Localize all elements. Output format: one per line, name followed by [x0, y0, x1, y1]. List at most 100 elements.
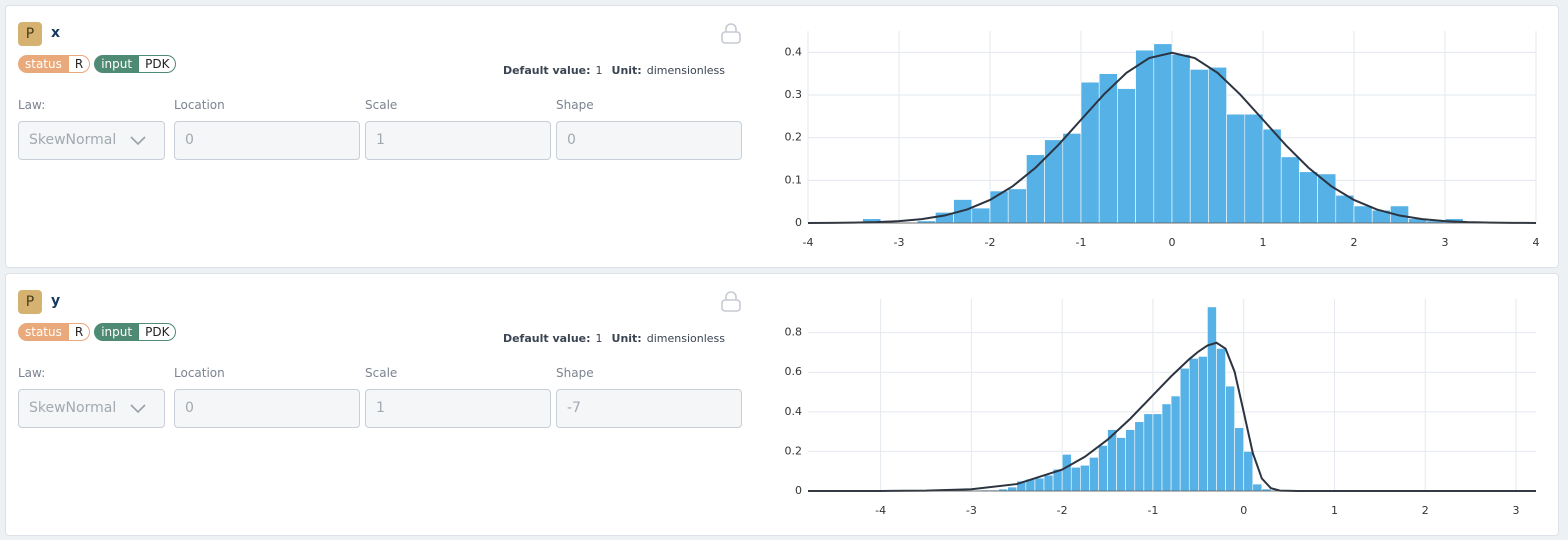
bar — [1153, 43, 1173, 224]
lock-icon[interactable] — [720, 291, 742, 313]
badge: P — [18, 22, 42, 46]
bar — [1117, 88, 1136, 224]
field-input[interactable]: -7 — [556, 389, 742, 428]
x-tick-label: -1 — [1076, 236, 1087, 249]
bar — [1262, 128, 1282, 224]
law-select[interactable]: SkewNormal — [18, 121, 165, 160]
bar — [1244, 113, 1264, 224]
bar — [1125, 429, 1136, 492]
y-tick-label: 0.4 — [785, 45, 803, 58]
unit-label: Unit: — [611, 64, 642, 77]
field-label: Location — [174, 366, 225, 380]
field-label: Scale — [365, 98, 398, 112]
default-row: Default value: 1 Unit: dimensionless — [503, 332, 725, 345]
x-tick-label: 2 — [1422, 504, 1429, 517]
x-tick-label: 0 — [1240, 504, 1247, 517]
default-row: Default value: 1 Unit: dimensionless — [503, 64, 725, 77]
tag-label: status — [18, 323, 69, 341]
bar — [1243, 451, 1254, 492]
field-input[interactable]: 0 — [556, 121, 742, 160]
default-value: 1 — [595, 64, 603, 77]
field-value: 0 — [185, 400, 194, 416]
density-curve — [807, 341, 1536, 492]
field-label: Law: — [18, 98, 46, 112]
lock-shackle — [725, 23, 737, 32]
field-input[interactable]: 0 — [174, 121, 360, 160]
bar — [1089, 457, 1099, 492]
bar — [1116, 437, 1127, 492]
bar — [1007, 188, 1027, 224]
bar — [1252, 483, 1263, 492]
tag: status R — [18, 323, 91, 341]
field-label: Scale — [365, 366, 398, 380]
tag: input PDK — [94, 323, 177, 341]
parameter-name: x — [51, 25, 61, 41]
bar — [1198, 356, 1208, 492]
field-label: Shape — [556, 366, 594, 380]
bar — [1225, 385, 1235, 492]
x-tick-label: -1 — [1147, 504, 1158, 517]
y-tick-label: 0.1 — [785, 173, 803, 186]
field-value: 1 — [376, 400, 385, 416]
bar — [1207, 306, 1217, 492]
bar — [1189, 69, 1209, 224]
x-tick-label: -4 — [803, 236, 814, 249]
tag-label: input — [94, 323, 140, 341]
bar — [1062, 133, 1082, 224]
chart: 0 0.2 0.4 0.6 0.8 -4 -3 -2 -1 0 1 2 3 — [785, 299, 1536, 517]
default-label: Default value: — [502, 332, 591, 345]
badge: P — [18, 290, 42, 314]
default-label: Default value: — [502, 64, 591, 77]
bar — [1135, 49, 1155, 224]
chevron — [130, 136, 146, 146]
lock-body — [721, 31, 741, 44]
field-value: SkewNormal — [29, 400, 117, 416]
tag-value: PDK — [139, 55, 177, 73]
bar — [1188, 358, 1199, 492]
field-input[interactable]: 1 — [365, 389, 551, 428]
y-tick-label: 0.4 — [785, 405, 803, 418]
bar — [1070, 466, 1081, 492]
x-tick-label: -2 — [985, 236, 996, 249]
bar — [1299, 171, 1318, 224]
chevron — [130, 404, 146, 414]
field-label: Shape — [556, 98, 594, 112]
bar — [1234, 427, 1245, 492]
x-tick-label: -3 — [966, 504, 977, 517]
law-select[interactable]: SkewNormal — [18, 389, 165, 428]
field-input[interactable]: 1 — [365, 121, 551, 160]
bar — [1026, 154, 1045, 224]
bar — [1080, 464, 1090, 492]
chart: 0 0.1 0.2 0.3 0.4 -4 -3 -2 -1 0 1 2 3 4 — [785, 31, 1540, 249]
y-tick-label: 0.2 — [785, 444, 803, 457]
bar — [1152, 413, 1163, 492]
default-value: 1 — [595, 332, 603, 345]
field-value: 1 — [376, 132, 385, 148]
chevron-line — [130, 404, 146, 414]
x-tick-label: -4 — [875, 504, 886, 517]
tag-label: input — [94, 55, 140, 73]
parameter-name: y — [51, 293, 61, 309]
tag-value: R — [68, 323, 91, 341]
bar — [971, 207, 991, 224]
bar — [1208, 66, 1227, 224]
field-value: 0 — [567, 132, 576, 148]
lock-shackle — [725, 291, 737, 300]
bar — [1134, 421, 1145, 492]
bar — [1170, 395, 1181, 492]
tag: input PDK — [94, 55, 177, 73]
field-input[interactable]: 0 — [174, 389, 360, 428]
x-tick-label: 3 — [1513, 504, 1520, 517]
bar — [1353, 205, 1373, 224]
chevron-line — [130, 136, 146, 146]
field-value: SkewNormal — [29, 132, 117, 148]
y-tick-label: 0 — [795, 484, 802, 497]
bar — [1280, 156, 1300, 224]
lock-icon[interactable] — [720, 23, 742, 45]
bar — [1143, 413, 1154, 492]
x-tick-label: 0 — [1169, 236, 1176, 249]
